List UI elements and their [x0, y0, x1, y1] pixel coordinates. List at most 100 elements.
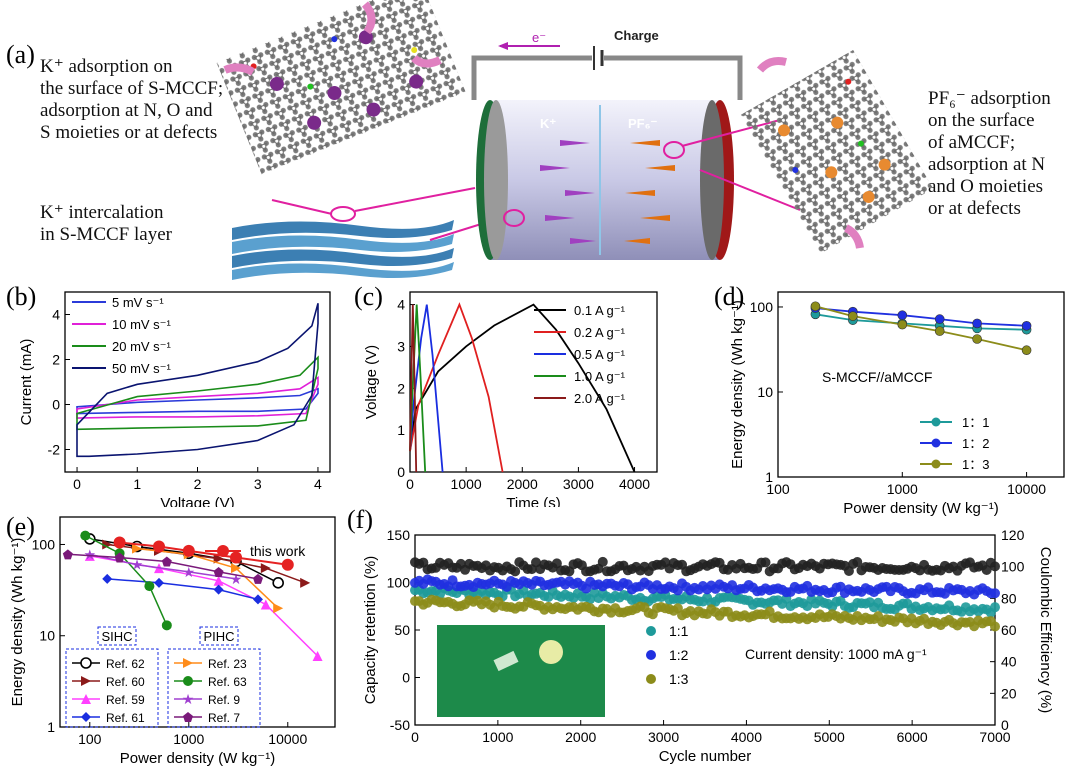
capacity-point — [990, 602, 1000, 613]
gcd-curve-1 — [409, 302, 504, 473]
data-point — [272, 577, 284, 589]
legend-group-title: SIHC — [101, 629, 132, 644]
data-point: ★ — [131, 557, 144, 573]
x-axis-label: Power density (W kg⁻¹) — [843, 500, 998, 517]
x-tick-label: 2000 — [565, 729, 596, 745]
data-point — [213, 553, 224, 564]
legend-label: 1.0 A g⁻¹ — [574, 369, 626, 384]
legend-marker — [931, 417, 941, 427]
data-point — [810, 301, 821, 312]
legend-label: Ref. 7 — [208, 711, 240, 725]
data-point: ★ — [84, 546, 97, 562]
inset-photo — [437, 625, 605, 717]
coulombic-point — [760, 557, 771, 568]
y-tick-label: -50 — [390, 717, 410, 733]
y-tick-label: 0 — [397, 464, 405, 480]
x-tick-label: 3000 — [648, 729, 679, 745]
legend-label: 0.1 A g⁻¹ — [574, 303, 626, 318]
legend-marker — [183, 658, 193, 668]
legend-label: Ref. 59 — [106, 693, 145, 707]
text-line: on the surface — [928, 110, 1035, 131]
text-line: of aMCCF; — [928, 132, 1016, 153]
cv-curve-0 — [76, 387, 319, 415]
data-point — [312, 650, 323, 661]
data-point — [213, 575, 224, 586]
legend-marker — [217, 545, 229, 557]
legend-label: Ref. 9 — [208, 693, 240, 707]
legend-label: 2.0 A g⁻¹ — [574, 391, 626, 406]
plot-frame — [409, 291, 658, 473]
y-axis-label: Voltage (V) — [363, 345, 380, 419]
legend-label: Ref. 62 — [106, 657, 145, 671]
x-axis-label: Voltage (V) — [160, 495, 234, 507]
data-point — [934, 314, 945, 324]
cv-curve-3 — [76, 303, 319, 458]
y2-tick-label: 120 — [1001, 527, 1025, 543]
legend-label: 0.2 A g⁻¹ — [574, 325, 626, 340]
data-point — [152, 540, 165, 553]
cell-pf6-label: PF₆⁻ — [628, 116, 658, 131]
x-tick-label: 1 — [133, 476, 141, 492]
legend-marker — [81, 676, 91, 686]
x-axis-label: Cycle number — [659, 748, 752, 765]
data-point — [972, 334, 982, 344]
x-tick-label: 6000 — [897, 729, 928, 745]
legend-marker — [931, 438, 941, 448]
cell-k-label: K⁺ — [540, 116, 556, 131]
legend-marker — [931, 459, 941, 469]
x-tick-label: 0 — [406, 476, 414, 492]
y2-axis-label: Coulombic Efficiency (%) — [1037, 547, 1054, 713]
data-point — [273, 603, 284, 614]
y-tick-label: 2 — [397, 380, 405, 396]
data-point — [934, 326, 945, 336]
data-point — [897, 310, 908, 321]
y-tick-label: 1 — [47, 719, 55, 735]
cv-curve-2 — [76, 355, 319, 431]
data-point — [231, 563, 242, 574]
chart-b: (b) 0 1 2 3 4 -2 0 2 4 Voltage (V) Current (mA) 5 m… — [0, 282, 360, 507]
x-tick-label: 1000 — [482, 729, 513, 745]
y2-tick-label: 100 — [1001, 559, 1025, 575]
x-tick-label: 1000 — [451, 476, 482, 492]
text-line: or at defects — [928, 198, 1021, 219]
legend-label: 20 mV s⁻¹ — [112, 339, 172, 354]
data-point — [182, 544, 195, 557]
x-tick-label: 5000 — [814, 729, 845, 745]
x-tick-label: 100 — [766, 481, 790, 497]
layered-sheets — [232, 220, 454, 280]
data-point — [252, 594, 263, 605]
coulombic-point — [510, 566, 521, 577]
ragone-line-1 — [815, 307, 1027, 327]
x-tick-label: 2000 — [507, 476, 538, 492]
data-point — [252, 573, 263, 584]
charge-label: Charge — [614, 28, 659, 43]
data-point — [1021, 345, 1032, 356]
x-tick-label: 4 — [314, 476, 322, 492]
x-tick-label: 10000 — [268, 731, 307, 747]
gcd-curve-2 — [409, 304, 444, 473]
legend-group-title-box — [199, 626, 239, 646]
legend-label: Ref. 63 — [208, 675, 247, 689]
x-tick-label: 10000 — [1007, 481, 1046, 497]
y-tick-label: 1 — [765, 469, 773, 485]
capacity-point — [990, 588, 1000, 599]
data-point — [1021, 321, 1032, 331]
data-point — [972, 318, 982, 329]
y-axis-label: Energy density (Wh kg⁻¹) — [9, 538, 26, 707]
legend-label: 1：2 — [962, 436, 989, 451]
ref-line-5 — [84, 534, 168, 626]
data-point — [132, 543, 143, 554]
legend-marker — [646, 674, 656, 684]
text-line: K⁺ intercalation — [40, 202, 164, 223]
y-tick-label: 4 — [52, 307, 60, 323]
coulombic-point — [990, 561, 1000, 572]
coulombic-point — [852, 556, 863, 567]
data-point — [300, 577, 311, 588]
x-tick-label: 100 — [78, 731, 102, 747]
inset-photo-device — [493, 650, 519, 672]
text-line: PF₆⁻ adsorption — [928, 88, 1051, 109]
ref-line-3 — [107, 578, 259, 601]
text-line: the surface of S-MCCF; — [40, 78, 224, 99]
legend-marker: ★ — [182, 691, 195, 707]
data-point — [230, 551, 243, 564]
